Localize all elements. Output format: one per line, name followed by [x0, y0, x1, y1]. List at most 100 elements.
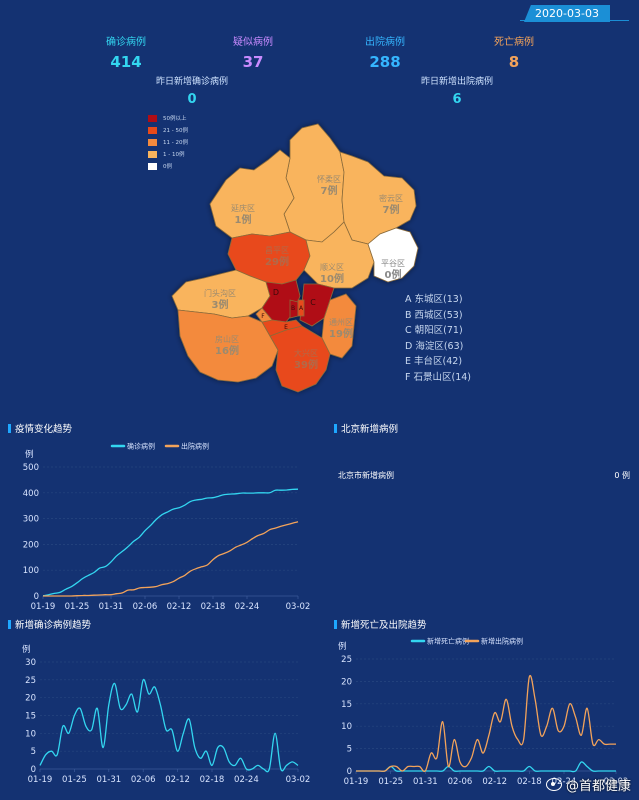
yesterday-new-discharged-value: 6: [452, 92, 462, 107]
weibo-watermark: @首都健康: [545, 775, 631, 794]
stat-discharged-label: 出院病例: [365, 37, 405, 48]
panel-title-new-confirmed: 新增确诊病例趋势: [8, 617, 91, 631]
stat-suspected-label: 疑似病例: [233, 37, 273, 48]
x-tick-label: 01-25: [65, 602, 90, 612]
x-tick-label: 01-19: [28, 775, 53, 785]
legend-item[interactable]: 11 - 20例: [148, 136, 188, 148]
panel-title-trend: 疫情变化趋势: [8, 421, 72, 435]
district-label: 密云区: [379, 193, 403, 203]
district-fangshan[interactable]: [177, 309, 279, 383]
district-letter-e: E: [284, 324, 288, 331]
panel-title-text: 疫情变化趋势: [15, 424, 73, 435]
x-tick-label: 01-25: [62, 775, 87, 785]
watermark-text: @首都健康: [565, 779, 631, 794]
yesterday-new-confirmed-label: 昨日新增确诊病例: [155, 77, 228, 87]
district-count: 10例: [320, 272, 344, 285]
x-tick-label: 02-24: [235, 602, 260, 612]
x-tick-label: 02-06: [131, 775, 156, 785]
district-tongzhou[interactable]: [321, 293, 357, 359]
y-tick-label: 400: [23, 489, 39, 499]
legend-label[interactable]: 出院病例: [181, 442, 209, 451]
list-item: A 东城区(13): [405, 294, 463, 305]
y-tick-label: 15: [25, 712, 36, 722]
legend-item[interactable]: 0例: [148, 160, 188, 172]
x-tick-label: 02-12: [482, 777, 507, 787]
panel-title-beijing-new: 北京新增病例: [334, 421, 398, 435]
district-dongcheng[interactable]: [297, 299, 305, 317]
list-item: C 朝阳区(71): [405, 325, 463, 336]
y-tick-label: 25: [25, 676, 36, 686]
panel-title-text: 北京新增病例: [341, 424, 399, 435]
y-tick-label: 25: [341, 655, 352, 665]
district-daxing[interactable]: [269, 325, 331, 393]
new-confirmed-chart: 例 0 5 10 15 20 25 30 01-19 01-25 01-31 02-06 02-12 02…: [22, 644, 310, 785]
legend-label[interactable]: 确诊病例: [127, 442, 155, 451]
beijing-new-row: 北京市新增病例 0 例: [338, 470, 630, 481]
district-count: 3例: [212, 298, 229, 311]
yesterday-new-confirmed: 昨日新增确诊病例 0: [122, 74, 262, 107]
title-bar: [8, 619, 11, 629]
district-label: 怀柔区: [317, 174, 341, 184]
district-letter-c: C: [310, 298, 316, 307]
x-tick-label: 02-06: [448, 777, 473, 787]
legend-label[interactable]: 新增出院病例: [481, 637, 523, 646]
x-tick-label: 02-12: [165, 775, 190, 785]
y-tick-label: 10: [25, 729, 36, 739]
district-shunyi[interactable]: [303, 221, 375, 289]
legend-item[interactable]: 21 - 50例: [148, 124, 188, 136]
list-item: E 丰台区(42): [405, 356, 463, 367]
district-count: 16例: [215, 344, 239, 357]
district-label: 大兴区: [294, 348, 318, 358]
x-tick-label: 01-31: [99, 602, 124, 612]
stat-discharged: 出院病例 288: [330, 33, 440, 71]
y-tick-label: 200: [23, 540, 39, 550]
y-tick-label: 5: [347, 745, 352, 755]
x-tick-label: 02-18: [517, 777, 542, 787]
district-count: 29例: [265, 255, 289, 268]
district-pinggu[interactable]: [367, 227, 419, 283]
district-count: 7例: [383, 203, 400, 216]
district-yanqing[interactable]: [209, 149, 295, 239]
district-letter-d: D: [273, 288, 279, 297]
y-tick-label: 30: [25, 658, 36, 668]
yesterday-new-confirmed-value: 0: [187, 92, 197, 107]
stat-discharged-value: 288: [369, 53, 401, 71]
y-tick-label: 10: [341, 722, 352, 732]
panel-title-death-discharge: 新增死亡及出院趋势: [334, 617, 427, 631]
series-line-0: [355, 761, 616, 773]
stat-deaths-value: 8: [508, 53, 520, 71]
list-item: B 西城区(53): [405, 309, 463, 321]
stat-deaths-label: 死亡病例: [494, 37, 534, 48]
district-fengtai[interactable]: [261, 319, 303, 337]
district-shijingshan[interactable]: [255, 307, 273, 323]
legend-label[interactable]: 新增死亡病例: [427, 637, 469, 646]
series-line-0: [42, 488, 299, 597]
legend-item[interactable]: 1 - 10例: [148, 148, 188, 160]
district-count: 1例: [235, 213, 252, 226]
series-line-1: [43, 521, 299, 597]
y-unit-label: 例: [22, 644, 31, 655]
legend-label: 50例以上: [163, 116, 187, 122]
title-bar: [334, 423, 337, 433]
legend-swatch: [148, 150, 157, 158]
y-tick-label: 5: [31, 747, 36, 757]
x-tick-label: 01-25: [378, 777, 403, 787]
legend-item[interactable]: 50例以上: [148, 112, 188, 124]
y-tick-label: 500: [23, 463, 39, 473]
district-miyun[interactable]: [339, 151, 417, 245]
beijing-new-value: 0 例: [614, 471, 630, 480]
y-tick-label: 20: [25, 694, 36, 704]
x-tick-label: 02-12: [167, 602, 192, 612]
stat-confirmed-value: 414: [110, 53, 142, 71]
title-bar: [8, 423, 11, 433]
list-item: D 海淀区(63): [405, 340, 464, 352]
y-unit-label: 例: [338, 641, 347, 652]
y-tick-label: 100: [23, 566, 39, 576]
beijing-new-label: 北京市新增病例: [338, 471, 394, 480]
y-tick-label: 0: [347, 767, 352, 777]
date-badge: 2020-03-03: [524, 5, 610, 22]
district-count: 19例: [329, 327, 353, 340]
panel-title-text: 新增死亡及出院趋势: [341, 620, 427, 631]
district-count: 7例: [321, 184, 338, 197]
legend-label: 21 - 50例: [163, 128, 188, 134]
